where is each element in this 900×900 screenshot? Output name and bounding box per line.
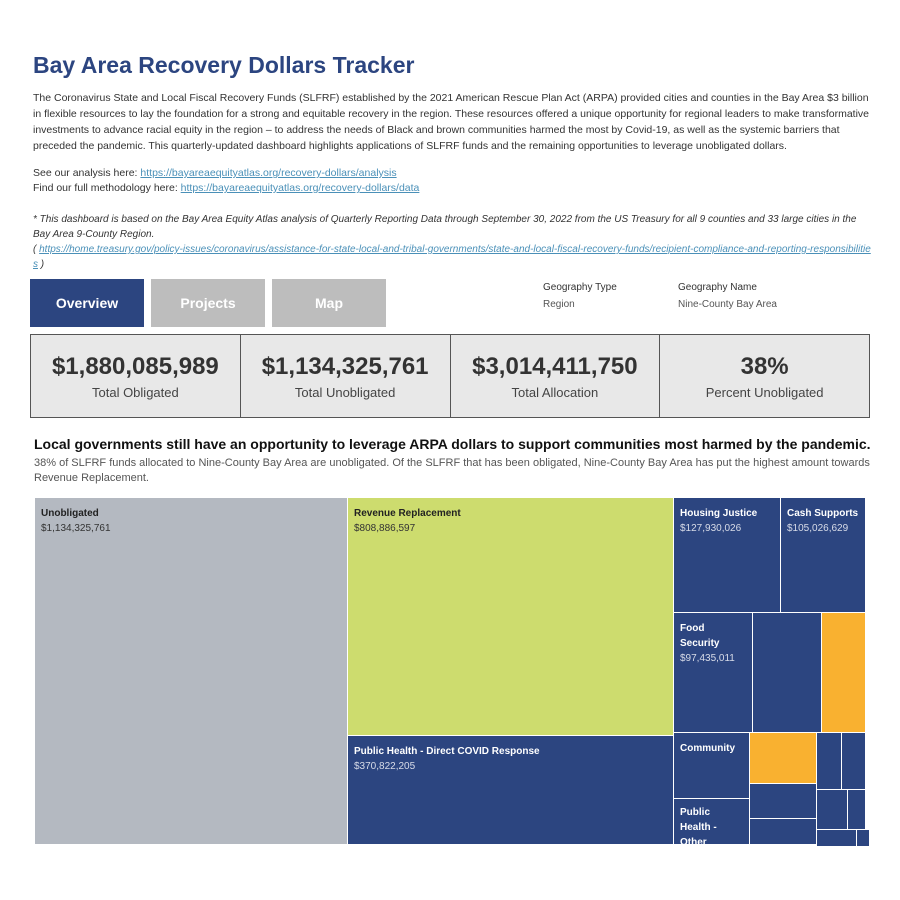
cell-value: $370,822,205 bbox=[354, 761, 416, 772]
geography-type-filter[interactable]: Geography Type Region bbox=[543, 282, 617, 310]
methodology-label: Find our full methodology here: bbox=[33, 182, 181, 194]
treasury-link[interactable]: https://home.treasury.gov/policy-issues/… bbox=[33, 244, 871, 270]
kpi-label: Total Obligated bbox=[92, 385, 179, 400]
note-paren: ) bbox=[38, 259, 45, 270]
cell-value: $127,930,026 bbox=[680, 523, 742, 534]
treemap-cell-public-health-other[interactable]: Public Health - Other bbox=[673, 798, 750, 848]
data-note: * This dashboard is based on the Bay Are… bbox=[33, 212, 873, 272]
cell-label: Housing Justice bbox=[680, 508, 758, 519]
treemap-cell[interactable] bbox=[816, 732, 842, 790]
tab-overview[interactable]: Overview bbox=[30, 279, 144, 327]
treemap-cell[interactable] bbox=[847, 789, 866, 830]
kpi-label: Total Allocation bbox=[511, 385, 599, 400]
treemap-cell[interactable] bbox=[749, 783, 817, 819]
treemap-cell-cash-supports[interactable]: Cash Supports $105,026,629 bbox=[780, 497, 866, 613]
kpi-value: $1,880,085,989 bbox=[51, 353, 219, 380]
cell-label: Public Health - Other bbox=[680, 807, 717, 848]
note-text: * This dashboard is based on the Bay Are… bbox=[33, 214, 857, 240]
treemap-cell-housing-justice[interactable]: Housing Justice $127,930,026 bbox=[673, 497, 781, 613]
kpi-label: Total Unobligated bbox=[294, 385, 396, 400]
kpi-percent-unobligated: 38% Percent Unobligated bbox=[660, 335, 869, 417]
kpi-value: $1,134,325,761 bbox=[261, 353, 429, 380]
cell-label: Revenue Replacement bbox=[354, 508, 461, 519]
tab-projects[interactable]: Projects bbox=[151, 279, 265, 327]
treemap-cell[interactable] bbox=[816, 789, 848, 830]
treemap-cell[interactable] bbox=[841, 732, 866, 790]
kpi-total-allocation: $3,014,411,750 Total Allocation bbox=[451, 335, 661, 417]
geography-name-label: Geography Name bbox=[678, 282, 757, 293]
analysis-label: See our analysis here: bbox=[33, 167, 141, 179]
treemap-cell[interactable] bbox=[749, 818, 817, 845]
section-subhead: 38% of SLFRF funds allocated to Nine-Cou… bbox=[34, 457, 870, 484]
geography-name-filter[interactable]: Geography Name Nine-County Bay Area bbox=[678, 282, 777, 310]
treemap-cell[interactable] bbox=[749, 732, 817, 784]
treemap-cell-community[interactable]: Community bbox=[673, 732, 750, 799]
geography-type-value[interactable]: Region bbox=[543, 299, 575, 310]
section-headline: Local governments still have an opportun… bbox=[34, 436, 871, 452]
treemap-cell-public-health-direct[interactable]: Public Health - Direct COVID Response $37… bbox=[347, 735, 674, 845]
links: See our analysis here: https://bayareaeq… bbox=[33, 166, 419, 196]
page-title: Bay Area Recovery Dollars Tracker bbox=[33, 52, 415, 78]
treemap-cell[interactable] bbox=[821, 612, 866, 733]
cell-value: $808,886,597 bbox=[354, 523, 416, 534]
cell-value: $105,026,629 bbox=[787, 523, 849, 534]
kpi-value: $3,014,411,750 bbox=[472, 353, 638, 380]
geography-name-value[interactable]: Nine-County Bay Area bbox=[678, 299, 777, 310]
cell-label: Cash Supports bbox=[787, 508, 859, 519]
cell-label: Food Security bbox=[680, 623, 720, 649]
kpi-value: 38% bbox=[740, 353, 789, 380]
kpi-total-unobligated: $1,134,325,761 Total Unobligated bbox=[241, 335, 451, 417]
geography-type-label: Geography Type bbox=[543, 282, 617, 293]
treemap-cell-revenue-replacement[interactable]: Revenue Replacement $808,886,597 bbox=[347, 497, 674, 736]
kpi-row: $1,880,085,989 Total Obligated $1,134,325… bbox=[30, 334, 870, 418]
treemap-cell-unobligated[interactable]: Unobligated $1,134,325,761 bbox=[34, 497, 348, 845]
cell-value: $1,134,325,761 bbox=[41, 523, 111, 534]
cell-value: $97,435,011 bbox=[680, 653, 735, 664]
treemap-cell-food-security[interactable]: Food Security $97,435,011 bbox=[673, 612, 753, 733]
kpi-label: Percent Unobligated bbox=[705, 385, 824, 400]
tab-map[interactable]: Map bbox=[272, 279, 386, 327]
methodology-link[interactable]: https://bayareaequityatlas.org/recovery-… bbox=[180, 182, 420, 194]
note-paren: ( bbox=[33, 244, 40, 255]
kpi-total-obligated: $1,880,085,989 Total Obligated bbox=[31, 335, 241, 417]
treemap-cell[interactable] bbox=[856, 829, 870, 847]
cell-label: Unobligated bbox=[41, 508, 99, 519]
analysis-link[interactable]: https://bayareaequityatlas.org/recovery-… bbox=[140, 167, 397, 179]
cell-label: Public Health - Direct COVID Response bbox=[354, 746, 540, 757]
treemap-cell[interactable] bbox=[816, 829, 857, 847]
treemap-cell[interactable] bbox=[752, 612, 822, 733]
intro-text: The Coronavirus State and Local Fiscal R… bbox=[33, 92, 870, 152]
cell-label: Community bbox=[680, 743, 735, 754]
